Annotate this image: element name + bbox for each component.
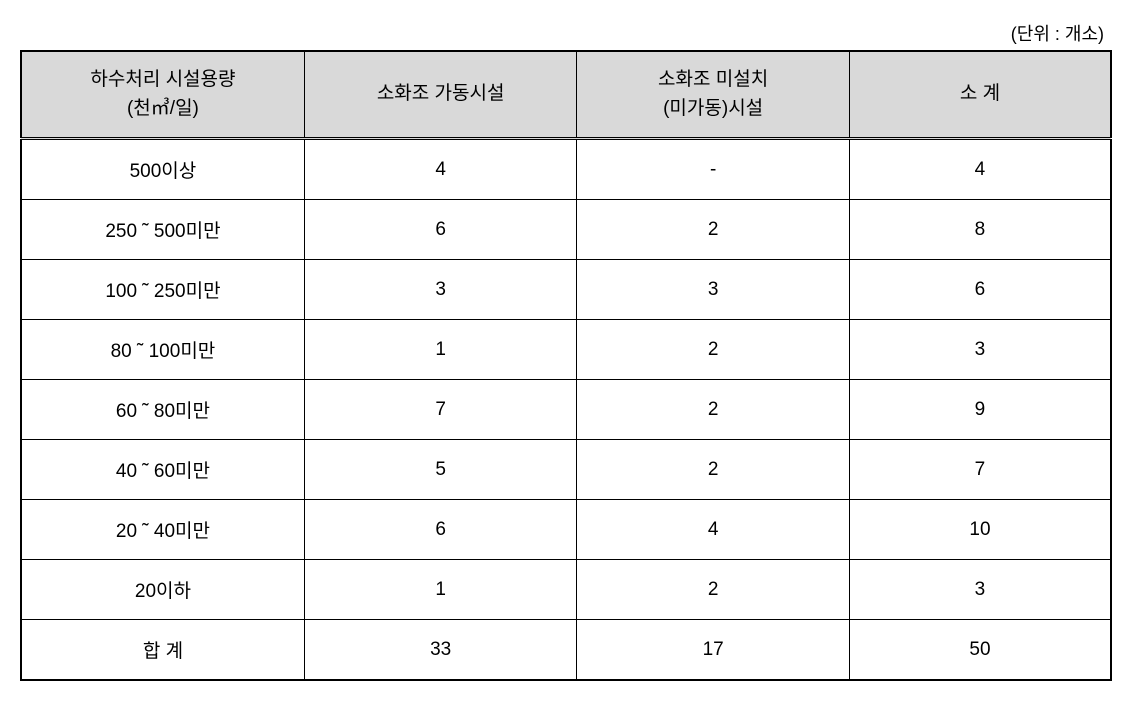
table-row: 40 ˜ 60미만 5 2 7	[21, 440, 1111, 500]
table-row-total: 합 계 33 17 50	[21, 620, 1111, 681]
table-row: 20 ˜ 40미만 6 4 10	[21, 500, 1111, 560]
header-nonoperating: 소화조 미설치 (미가동)시설	[577, 51, 850, 139]
header-capacity-line2: (천㎥/일)	[127, 98, 199, 119]
cell-nonoperating: 2	[577, 440, 850, 500]
table-container: (단위 : 개소) 하수처리 시설용량 (천㎥/일) 소화조 가동시설 소화조 …	[20, 20, 1112, 681]
cell-nonoperating: 17	[577, 620, 850, 681]
cell-operating: 6	[304, 500, 577, 560]
cell-capacity: 합 계	[21, 620, 304, 681]
cell-subtotal: 50	[849, 620, 1111, 681]
cell-capacity: 250 ˜ 500미만	[21, 200, 304, 260]
table-row: 60 ˜ 80미만 7 2 9	[21, 380, 1111, 440]
table-row: 20이하 1 2 3	[21, 560, 1111, 620]
cell-operating: 3	[304, 260, 577, 320]
header-nonoperating-line1: 소화조 미설치	[658, 69, 768, 90]
header-capacity-line1: 하수처리 시설용량	[90, 69, 235, 90]
cell-nonoperating: -	[577, 139, 850, 200]
cell-capacity: 500이상	[21, 139, 304, 200]
cell-nonoperating: 2	[577, 200, 850, 260]
cell-subtotal: 6	[849, 260, 1111, 320]
cell-nonoperating: 3	[577, 260, 850, 320]
cell-nonoperating: 2	[577, 320, 850, 380]
header-capacity: 하수처리 시설용량 (천㎥/일)	[21, 51, 304, 139]
cell-operating: 1	[304, 560, 577, 620]
cell-capacity: 60 ˜ 80미만	[21, 380, 304, 440]
cell-operating: 7	[304, 380, 577, 440]
facility-table: 하수처리 시설용량 (천㎥/일) 소화조 가동시설 소화조 미설치 (미가동)시…	[20, 50, 1112, 681]
table-header-row: 하수처리 시설용량 (천㎥/일) 소화조 가동시설 소화조 미설치 (미가동)시…	[21, 51, 1111, 139]
cell-subtotal: 7	[849, 440, 1111, 500]
cell-nonoperating: 2	[577, 560, 850, 620]
header-subtotal: 소 계	[849, 51, 1111, 139]
cell-capacity: 20이하	[21, 560, 304, 620]
header-nonoperating-line2: (미가동)시설	[663, 98, 763, 119]
cell-operating: 1	[304, 320, 577, 380]
cell-capacity: 40 ˜ 60미만	[21, 440, 304, 500]
table-row: 80 ˜ 100미만 1 2 3	[21, 320, 1111, 380]
cell-nonoperating: 2	[577, 380, 850, 440]
cell-subtotal: 3	[849, 560, 1111, 620]
cell-capacity: 20 ˜ 40미만	[21, 500, 304, 560]
cell-operating: 4	[304, 139, 577, 200]
cell-operating: 5	[304, 440, 577, 500]
cell-subtotal: 9	[849, 380, 1111, 440]
cell-nonoperating: 4	[577, 500, 850, 560]
cell-subtotal: 8	[849, 200, 1111, 260]
table-header: 하수처리 시설용량 (천㎥/일) 소화조 가동시설 소화조 미설치 (미가동)시…	[21, 51, 1111, 139]
cell-subtotal: 10	[849, 500, 1111, 560]
table-body: 500이상 4 - 4 250 ˜ 500미만 6 2 8 100 ˜ 250미…	[21, 139, 1111, 681]
table-row: 100 ˜ 250미만 3 3 6	[21, 260, 1111, 320]
cell-operating: 6	[304, 200, 577, 260]
cell-subtotal: 3	[849, 320, 1111, 380]
header-operating: 소화조 가동시설	[304, 51, 577, 139]
table-row: 250 ˜ 500미만 6 2 8	[21, 200, 1111, 260]
cell-subtotal: 4	[849, 139, 1111, 200]
cell-capacity: 100 ˜ 250미만	[21, 260, 304, 320]
table-row: 500이상 4 - 4	[21, 139, 1111, 200]
cell-capacity: 80 ˜ 100미만	[21, 320, 304, 380]
unit-label: (단위 : 개소)	[20, 20, 1112, 46]
cell-operating: 33	[304, 620, 577, 681]
